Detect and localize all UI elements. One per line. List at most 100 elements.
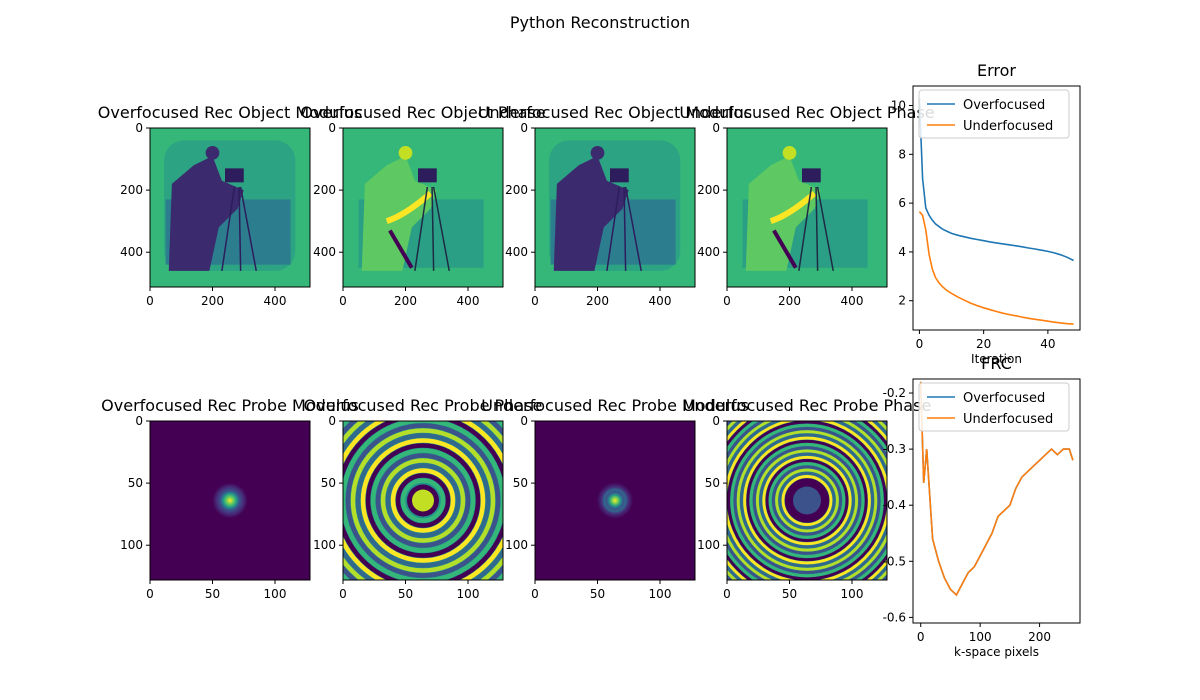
tripod-leg [798, 186, 813, 271]
axes-frame [342, 127, 504, 288]
figure-silhouette [553, 155, 629, 271]
tripod-leg [414, 186, 429, 271]
x-tick-label: 0 [531, 587, 539, 601]
figure-silhouette [168, 155, 244, 271]
y-tick-label: 0 [712, 121, 720, 135]
panel-8: 0 50 100 0 50 100 Underfocused Rec Probe Modul… [481, 396, 749, 601]
tripod-leg [431, 186, 435, 271]
series-line [918, 98, 1074, 262]
x-tick-label: 0 [146, 587, 154, 601]
phase-ring [730, 423, 884, 578]
probe-spot [579, 464, 651, 537]
head [782, 145, 797, 160]
object-image [535, 128, 695, 287]
x-tick-label: 20 [976, 337, 991, 351]
x-tick-label: 400 [649, 294, 672, 308]
y-tick-label: 200 [697, 183, 720, 197]
x-tick-label: 50 [205, 587, 220, 601]
phase-ring [749, 443, 865, 558]
y-tick-label: 400 [313, 245, 336, 259]
y-tick-label: 200 [120, 183, 143, 197]
x-tick-label: 200 [586, 294, 609, 308]
panel-5: 0 20 40 2 4 6 8 10 Overfocused Underfocused Iterat… [891, 61, 1081, 366]
phase-ring [771, 465, 843, 536]
series-line [918, 211, 1074, 325]
panel-title: Overfocused Rec Probe Modulus [101, 396, 359, 415]
y-tick-label: 8 [898, 147, 906, 161]
legend-label: Underfocused [963, 412, 1053, 427]
panel-4: 0 200 400 0 200 400 Underfocused Rec Object Ph… [679, 103, 934, 308]
x-tick-label: 400 [841, 294, 864, 308]
head [590, 145, 605, 160]
phase-ring [727, 421, 887, 580]
tripod-leg [623, 186, 627, 271]
phase-ring [390, 468, 456, 533]
x-tick-label: 40 [1040, 337, 1055, 351]
phase-ring [395, 473, 451, 528]
x-tick-label: 50 [398, 587, 413, 601]
tripod-leg [815, 186, 819, 271]
phase-ring [370, 448, 476, 553]
y-tick-label: 200 [313, 183, 336, 197]
y-tick-label: 100 [505, 538, 528, 552]
figure-title: Python Reconstruction [510, 13, 690, 32]
y-tick-label: 6 [898, 196, 906, 210]
x-axis-label: Iteration [971, 352, 1022, 366]
y-tick-label: 2 [898, 294, 906, 308]
tripod-leg [238, 186, 242, 271]
object-image [343, 128, 503, 287]
x-tick-label: 100 [969, 630, 992, 644]
panel-3: 0 200 400 0 200 400 Underfocused Rec Object Mo… [478, 103, 752, 308]
panel-title: Underfocused Rec Probe Modulus [481, 396, 749, 415]
probe-image [535, 421, 695, 580]
y-tick-label: -0.5 [883, 554, 906, 568]
x-tick-label: 0 [146, 294, 154, 308]
head [398, 145, 413, 160]
x-tick-label: 100 [649, 587, 672, 601]
axes-frame [149, 420, 311, 581]
panel-1: 0 200 400 0 200 400 Overfocused Rec Object Mod… [98, 103, 362, 308]
legend-label: Overfocused [963, 391, 1045, 406]
phase-ring [360, 438, 486, 563]
phase-ring [345, 423, 501, 578]
y-tick-label: 200 [505, 183, 528, 197]
phase-ring [746, 439, 868, 562]
panel-title: Error [977, 61, 1016, 80]
y-tick-label: 0 [520, 414, 528, 428]
legend-box [918, 89, 1070, 139]
y-tick-label: 10 [891, 99, 906, 113]
camera [610, 168, 629, 183]
panel-title: Underfocused Rec Probe Phase [683, 396, 932, 415]
y-tick-label: 4 [898, 245, 906, 259]
y-tick-label: 50 [705, 476, 720, 490]
x-tick-label: 200 [394, 294, 417, 308]
panel-title: Overfocused Rec Object Modulus [98, 103, 362, 122]
panel-6: 0 50 100 0 50 100 Overfocused Rec Probe Modulu… [101, 396, 359, 601]
axes-frame [912, 378, 1081, 624]
panel-9: 0 50 100 0 50 100 Underfocused Rec Probe Phase [683, 396, 932, 601]
y-tick-label: -0.4 [883, 498, 906, 512]
y-tick-label: -0.2 [883, 386, 906, 400]
y-tick-label: 100 [313, 538, 336, 552]
y-tick-label: 0 [135, 121, 143, 135]
axes-frame [534, 127, 696, 288]
probe-image [343, 421, 503, 580]
y-tick-label: 50 [513, 476, 528, 490]
x-tick-label: 0 [531, 294, 539, 308]
camera [225, 168, 244, 183]
x-tick-label: 400 [457, 294, 480, 308]
y-tick-label: 0 [328, 414, 336, 428]
phase-ring [350, 428, 496, 573]
y-tick-label: 400 [697, 245, 720, 259]
x-tick-label: 0 [339, 294, 347, 308]
y-tick-label: -0.6 [883, 610, 906, 624]
camera [418, 168, 437, 183]
panel-title: Underfocused Rec Object Modulus [478, 103, 752, 122]
legend-label: Overfocused [963, 98, 1045, 113]
axes-frame [726, 127, 888, 288]
x-tick-label: 100 [457, 587, 480, 601]
phase-ring [762, 455, 852, 546]
probe-spot [198, 468, 262, 533]
tripod-leg [816, 186, 834, 271]
